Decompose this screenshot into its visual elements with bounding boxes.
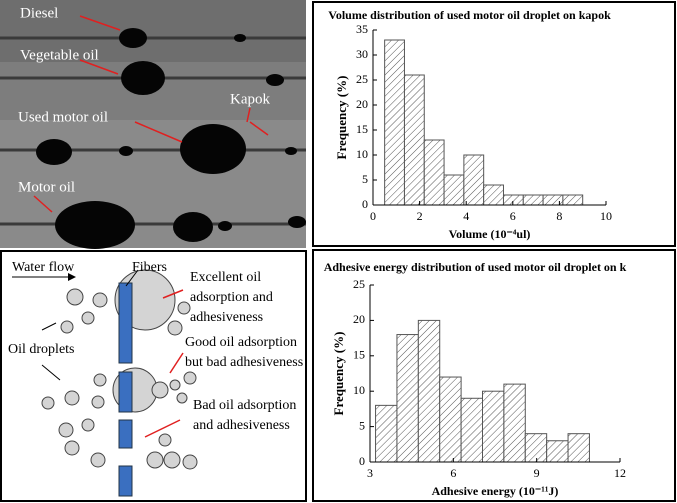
x-axis-label: Volume (10⁻⁴ul) (449, 227, 531, 241)
x-tick-label: 10 (600, 209, 612, 223)
x-tick-label: 6 (510, 209, 516, 223)
chart-title: Volume distribution of used motor oil dr… (328, 8, 611, 22)
diagram-label: but bad adhesiveness (185, 355, 303, 370)
x-tick-label: 6 (450, 466, 456, 480)
photo-label: Used motor oil (18, 109, 108, 125)
x-tick-label: 9 (534, 466, 540, 480)
y-tick-label: 15 (356, 122, 368, 136)
bar (396, 334, 419, 463)
diagram-label: Good oil adsorption (185, 335, 297, 350)
y-tick-label: 0 (362, 197, 368, 211)
y-axis-label: Frequency (%) (334, 76, 349, 160)
diagram-panel: Water flow Fibers Excellent oil adsorpti… (0, 250, 307, 502)
bar (384, 39, 405, 206)
y-tick-label: 25 (353, 277, 365, 291)
panel-border (312, 1, 676, 247)
diagram-label: Excellent oil (190, 270, 261, 285)
bar (423, 139, 445, 206)
chart-title: Adhesive energy distribution of used mot… (324, 260, 627, 274)
diagram-label: Water flow (12, 260, 75, 275)
bar (567, 433, 590, 463)
y-tick-label: 10 (353, 383, 365, 397)
bar (503, 383, 526, 463)
diagram-label: Bad oil adsorption (193, 398, 296, 413)
bar (417, 319, 441, 463)
bar (403, 74, 425, 206)
bar (439, 376, 462, 463)
y-tick-label: 10 (356, 147, 368, 161)
y-axis-label: Frequency (%) (331, 332, 346, 416)
y-tick-label: 30 (356, 47, 368, 61)
bar (502, 194, 524, 206)
diagram-label: Oil droplets (8, 342, 75, 357)
charts: Volume distribution of used motor oil dr… (324, 8, 627, 498)
photo-label: Kapok (230, 91, 270, 107)
x-tick-label: 2 (417, 209, 423, 223)
diagram-label: Fibers (132, 260, 167, 275)
y-tick-label: 5 (362, 172, 368, 186)
photo-label: Vegetable oil (20, 47, 99, 63)
x-tick-label: 0 (370, 209, 376, 223)
x-tick-label: 8 (556, 209, 562, 223)
y-tick-label: 15 (353, 348, 365, 362)
x-tick-label: 12 (614, 466, 626, 480)
diagram-label: and adhesiveness (193, 418, 290, 433)
bar (483, 184, 504, 206)
bar (460, 397, 484, 463)
x-tick-label: 4 (463, 209, 469, 223)
bar (375, 404, 398, 463)
y-tick-label: 0 (359, 454, 365, 468)
bar (524, 433, 548, 463)
photo-label: Diesel (20, 5, 58, 21)
photo-label: Motor oil (18, 179, 75, 195)
panel-border (312, 249, 676, 502)
diagram-label: adsorption and (190, 290, 273, 305)
y-tick-label: 20 (353, 312, 365, 326)
bar (463, 154, 485, 206)
bar (562, 194, 584, 206)
bar (546, 440, 569, 463)
photo-panel: Diesel Vegetable oil Used motor oil Kapo… (0, 0, 306, 249)
bar (522, 194, 544, 206)
y-tick-label: 25 (356, 72, 368, 86)
bar (542, 194, 564, 206)
diagram-label: adhesiveness (190, 310, 263, 325)
x-axis-label: Adhesive energy (10⁻¹¹J) (432, 484, 559, 498)
y-tick-label: 35 (356, 22, 368, 36)
y-tick-label: 20 (356, 97, 368, 111)
bar (482, 390, 505, 463)
bar (443, 174, 465, 206)
y-tick-label: 5 (359, 418, 365, 432)
x-tick-label: 3 (367, 466, 373, 480)
